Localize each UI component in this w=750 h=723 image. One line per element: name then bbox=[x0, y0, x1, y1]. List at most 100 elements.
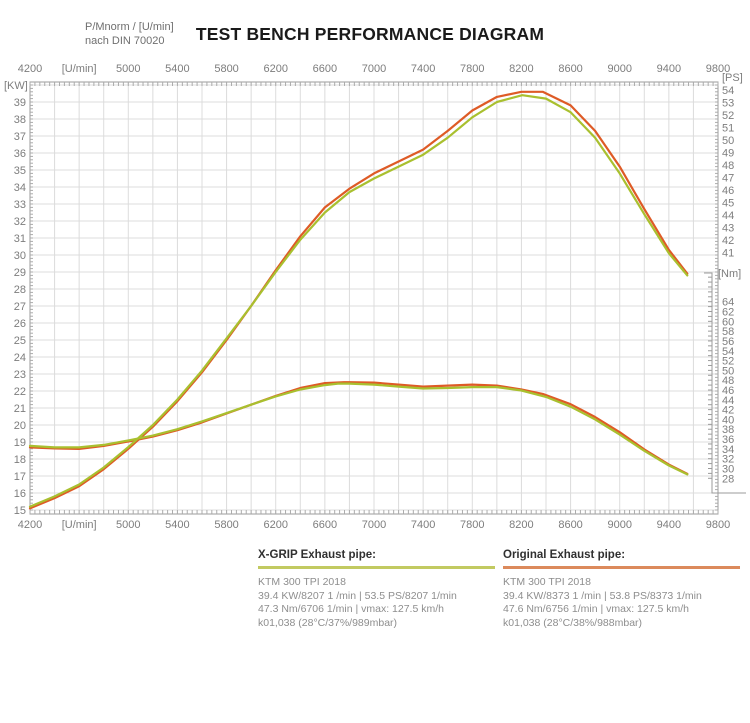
nm-axis-unit: [Nm] bbox=[718, 268, 741, 280]
nm-tick-label: 52 bbox=[722, 356, 734, 368]
ps-tick-label: 45 bbox=[722, 197, 734, 209]
nm-tick-label: 30 bbox=[722, 463, 734, 475]
ps-tick-label: 41 bbox=[722, 247, 734, 259]
kw-tick-label: 37 bbox=[14, 131, 26, 143]
kw-tick-label: 38 bbox=[14, 114, 26, 126]
legend-xgrip-torque: 47.3 Nm/6706 1/min | vmax: 127.5 km/h bbox=[258, 603, 444, 615]
ps-tick-label: 53 bbox=[722, 97, 734, 109]
nm-tick-label: 48 bbox=[722, 375, 734, 387]
ps-tick-label: 42 bbox=[722, 235, 734, 247]
ps-tick-label: 44 bbox=[722, 210, 734, 222]
ps-tick-label: 49 bbox=[722, 147, 734, 159]
x-tick-label-bottom: 7400 bbox=[411, 519, 435, 531]
x-tick-label-bottom: 6200 bbox=[263, 519, 287, 531]
ps-tick-label: 47 bbox=[722, 172, 734, 184]
legend-original-power: 39.4 KW/8373 1 /min | 53.8 PS/8373 1/min bbox=[503, 589, 702, 602]
legend-original-conditions: k01,038 (28°C/38%/988mbar) bbox=[503, 616, 643, 629]
minor-ticks bbox=[29, 82, 719, 514]
page-title: TEST BENCH PERFORMANCE DIAGRAM bbox=[195, 24, 545, 44]
x-tick-label-top: 6600 bbox=[313, 63, 337, 75]
kw-axis-unit: [KW] bbox=[4, 80, 28, 92]
x-tick-label-bottom: 5800 bbox=[214, 519, 238, 531]
x-tick-label-top: 7400 bbox=[411, 63, 435, 75]
legend-xgrip-conditions: k01,038 (28°C/37%/989mbar) bbox=[258, 616, 398, 629]
x-tick-label-bottom: 5400 bbox=[165, 519, 189, 531]
kw-tick-label: 26 bbox=[14, 318, 26, 330]
kw-tick-label: 35 bbox=[14, 165, 26, 177]
kw-tick-label: 34 bbox=[14, 182, 26, 194]
kw-tick-label: 19 bbox=[14, 437, 26, 449]
kw-tick-label: 32 bbox=[14, 216, 26, 228]
x-tick-label-bottom: 8600 bbox=[558, 519, 582, 531]
kw-tick-label: 39 bbox=[14, 97, 26, 109]
norm-reference: P/Mnorm / [U/min] nach DIN 70020 bbox=[85, 21, 174, 48]
x-tick-label-bottom: 7000 bbox=[362, 519, 386, 531]
kw-tick-label: 25 bbox=[14, 335, 26, 347]
legend-xgrip: X-GRIP Exhaust pipe: KTM 300 TPI 2018 39… bbox=[258, 549, 495, 630]
ps-axis-unit: [PS] bbox=[722, 72, 743, 84]
x-tick-label-bottom: 8200 bbox=[509, 519, 533, 531]
kw-tick-label: 22 bbox=[14, 386, 26, 398]
kw-tick-label: 18 bbox=[14, 454, 26, 466]
nm-tick-label: 56 bbox=[722, 336, 734, 348]
legend-xgrip-power: 39.4 KW/8207 1 /min | 53.5 PS/8207 1/min bbox=[258, 589, 457, 602]
ps-tick-label: 51 bbox=[722, 122, 734, 134]
nm-tick-label: 34 bbox=[722, 444, 734, 456]
legend-original-model: KTM 300 TPI 2018 bbox=[503, 576, 591, 588]
torque-curve-xgrip bbox=[28, 382, 689, 476]
x-tick-label-top: 5800 bbox=[214, 63, 238, 75]
legend-xgrip-model: KTM 300 TPI 2018 bbox=[258, 576, 346, 588]
x-tick-label-top: 7000 bbox=[362, 63, 386, 75]
nm-tick-label: 28 bbox=[722, 473, 734, 485]
kw-tick-label: 16 bbox=[14, 488, 26, 500]
nm-tick-label: 64 bbox=[722, 297, 734, 309]
legend-original-title: Original Exhaust pipe: bbox=[503, 549, 740, 569]
axis-labels: 4200 4200 [U/min] [U/min] 5000 5000 5400 5400 58… bbox=[4, 63, 743, 531]
x-tick-label-top: 4200 bbox=[18, 63, 42, 75]
ps-tick-label: 52 bbox=[722, 110, 734, 122]
x-tick-label-bottom: [U/min] bbox=[62, 519, 97, 531]
x-tick-label-top: 9000 bbox=[607, 63, 631, 75]
legend-original-details: KTM 300 TPI 2018 39.4 KW/8373 1 /min | 5… bbox=[503, 576, 740, 630]
x-tick-label-top: 7800 bbox=[460, 63, 484, 75]
norm-line-1: P/Mnorm / [U/min] bbox=[85, 21, 174, 33]
x-tick-label-top: 9800 bbox=[706, 63, 730, 75]
x-tick-label-bottom: 9800 bbox=[706, 519, 730, 531]
nm-tick-label: 36 bbox=[722, 434, 734, 446]
x-tick-label-top: 5000 bbox=[116, 63, 140, 75]
nm-tick-label: 60 bbox=[722, 316, 734, 328]
x-tick-label-top: 8600 bbox=[558, 63, 582, 75]
kw-tick-label: 20 bbox=[14, 420, 26, 432]
kw-tick-label: 28 bbox=[14, 284, 26, 296]
kw-tick-label: 27 bbox=[14, 301, 26, 313]
ps-tick-label: 46 bbox=[722, 185, 734, 197]
nm-tick-label: 46 bbox=[722, 385, 734, 397]
x-tick-label-bottom: 9000 bbox=[607, 519, 631, 531]
x-tick-label-top: 8200 bbox=[509, 63, 533, 75]
legend-xgrip-title: X-GRIP Exhaust pipe: bbox=[258, 549, 495, 569]
nm-tick-label: 38 bbox=[722, 424, 734, 436]
kw-tick-label: 33 bbox=[14, 199, 26, 211]
x-tick-label-top: 9400 bbox=[657, 63, 681, 75]
nm-tick-label: 42 bbox=[722, 405, 734, 417]
nm-tick-label: 54 bbox=[722, 346, 734, 358]
ps-tick-label: 54 bbox=[722, 85, 734, 97]
legend-original-torque: 47.6 Nm/6756 1/min | vmax: 127.5 km/h bbox=[503, 603, 689, 615]
legend-original: Original Exhaust pipe: KTM 300 TPI 2018 … bbox=[503, 549, 740, 630]
nm-tick-label: 50 bbox=[722, 365, 734, 377]
norm-line-2: nach DIN 70020 bbox=[85, 34, 165, 47]
legend-xgrip-details: KTM 300 TPI 2018 39.4 KW/8207 1 /min | 5… bbox=[258, 576, 495, 630]
x-tick-label-top: [U/min] bbox=[62, 63, 97, 75]
kw-tick-label: 29 bbox=[14, 267, 26, 279]
x-tick-label-bottom: 7800 bbox=[460, 519, 484, 531]
x-tick-label-bottom: 4200 bbox=[18, 519, 42, 531]
x-tick-label-bottom: 6600 bbox=[313, 519, 337, 531]
kw-tick-label: 21 bbox=[14, 403, 26, 415]
ps-tick-label: 48 bbox=[722, 160, 734, 172]
x-tick-label-bottom: 9400 bbox=[657, 519, 681, 531]
kw-tick-label: 30 bbox=[14, 250, 26, 262]
ps-tick-label: 50 bbox=[722, 135, 734, 147]
kw-tick-label: 17 bbox=[14, 471, 26, 483]
